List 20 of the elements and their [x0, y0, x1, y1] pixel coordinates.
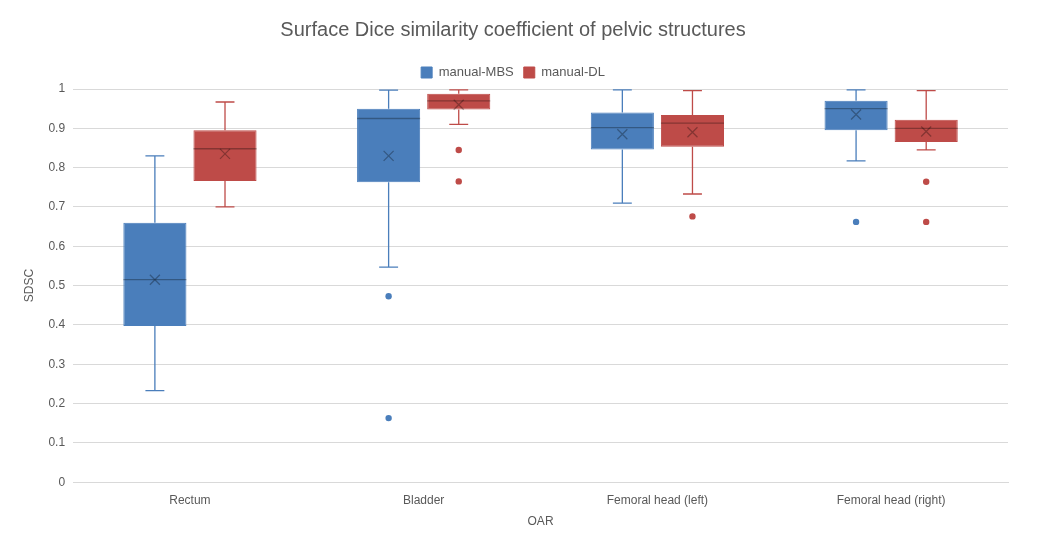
x-tick-label: Femoral head (left) — [606, 492, 709, 507]
y-tick-label: 0.5 — [48, 277, 66, 292]
y-tick-label: 0.9 — [48, 120, 66, 135]
y-axis-title: SDSC — [21, 268, 36, 303]
legend-label: manual-MBS — [438, 64, 515, 80]
y-tick-label: 0.7 — [48, 199, 66, 214]
y-tick-label: 1 — [58, 81, 66, 96]
y-tick-label: 0.4 — [48, 317, 66, 332]
y-tick-label: 0.6 — [48, 238, 66, 253]
y-tick-label: 0.2 — [48, 395, 66, 410]
y-tick-label: 0 — [58, 474, 66, 489]
x-axis-title: OAR — [527, 514, 554, 529]
x-tick-label: Femoral head (right) — [836, 492, 946, 507]
chart-title: Surface Dice similarity coefficient of pelvic structures — [280, 17, 746, 40]
y-tick-label: 0.1 — [48, 435, 66, 450]
x-tick-label: Rectum — [169, 492, 211, 507]
legend-label: manual-DL — [541, 64, 605, 80]
x-tick-label: Bladder — [402, 492, 445, 507]
y-tick-label: 0.3 — [48, 356, 66, 371]
y-tick-label: 0.8 — [48, 159, 66, 174]
